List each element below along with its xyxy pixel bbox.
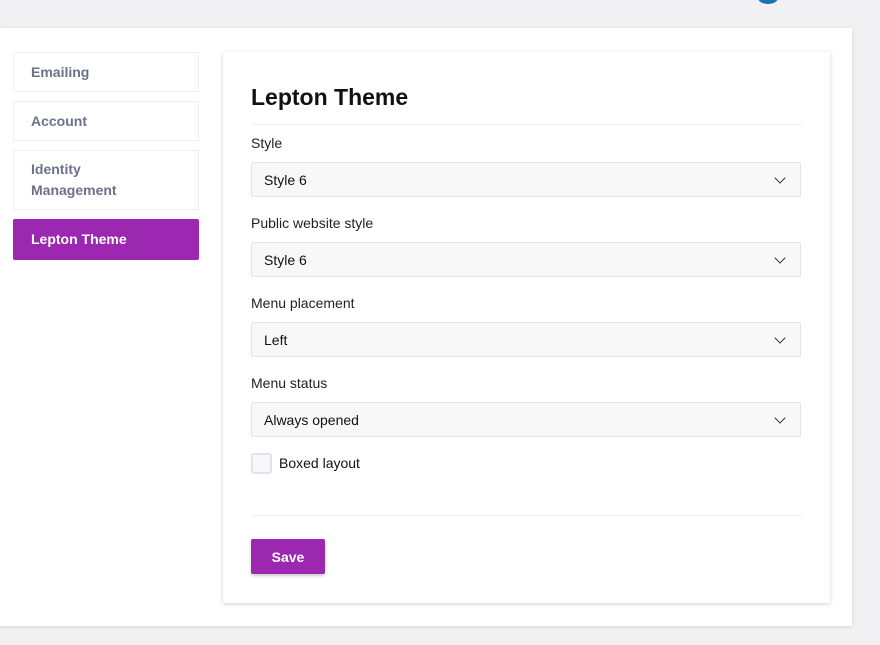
page-title: Lepton Theme (251, 84, 409, 110)
chevron-down-icon (774, 171, 786, 184)
menu-status-value: Always opened (264, 411, 359, 428)
public-website-style-label: Public website style (251, 215, 374, 231)
style-label: Style (251, 135, 283, 151)
chevron-down-icon (774, 251, 786, 264)
menu-placement-label: Menu placement (251, 295, 355, 311)
nav-item-identity-management[interactable]: Identity Management (13, 150, 199, 210)
menu-placement-value: Left (264, 331, 288, 348)
nav-label: Identity Management (31, 161, 117, 198)
settings-nav: Emailing Account Identity Management Lep… (13, 52, 199, 269)
nav-item-account[interactable]: Account (13, 101, 199, 141)
chevron-down-icon (774, 331, 786, 344)
nav-item-emailing[interactable]: Emailing (13, 52, 199, 92)
nav-label: Emailing (31, 63, 90, 80)
style-value: Style 6 (264, 171, 307, 188)
divider (251, 124, 802, 125)
style-select[interactable]: Style 6 (251, 162, 801, 197)
menu-placement-select[interactable]: Left (251, 322, 801, 357)
user-avatar-icon[interactable] (758, 0, 778, 4)
boxed-layout-label[interactable]: Boxed layout (279, 455, 360, 471)
chevron-down-icon (774, 411, 786, 424)
boxed-layout-checkbox[interactable] (251, 453, 272, 474)
nav-item-lepton-theme[interactable]: Lepton Theme (13, 219, 199, 260)
nav-label: Account (31, 112, 87, 129)
public-website-style-value: Style 6 (264, 251, 307, 268)
divider (251, 515, 802, 516)
nav-label: Lepton Theme (31, 231, 127, 247)
menu-status-label: Menu status (251, 375, 328, 391)
save-button[interactable]: Save (251, 539, 325, 574)
lepton-theme-card: Lepton Theme Style Style 6 Public websit… (223, 52, 830, 603)
menu-status-select[interactable]: Always opened (251, 402, 801, 437)
public-website-style-select[interactable]: Style 6 (251, 242, 801, 277)
